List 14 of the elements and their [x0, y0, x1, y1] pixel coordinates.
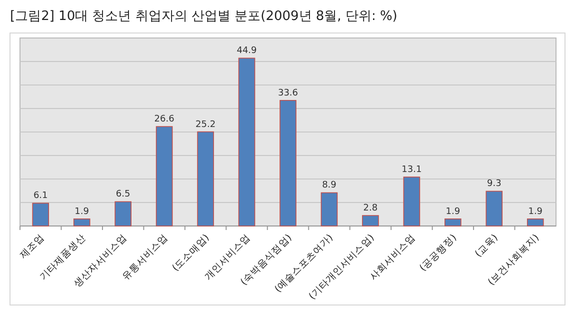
data-label: 6.1 [33, 191, 48, 202]
data-label: 33.6 [278, 88, 298, 98]
data-label: 2.8 [363, 204, 378, 214]
data-label: 6.5 [116, 190, 130, 200]
data-label: 1.9 [74, 206, 90, 217]
data-label: 13.1 [402, 165, 422, 176]
data-label: 44.9 [236, 46, 258, 56]
data-label: 25.2 [196, 120, 216, 130]
data-label: 1.9 [446, 206, 460, 217]
chart-title: [그림2] 10대 청소년 취업자의 산업별 분포(2009년 8월, 단위: %) [10, 9, 398, 24]
data-label: 26.6 [154, 114, 175, 125]
data-label: 1.9 [528, 206, 543, 217]
data-label: 9.3 [486, 179, 502, 190]
data-label: 8.9 [322, 180, 337, 191]
